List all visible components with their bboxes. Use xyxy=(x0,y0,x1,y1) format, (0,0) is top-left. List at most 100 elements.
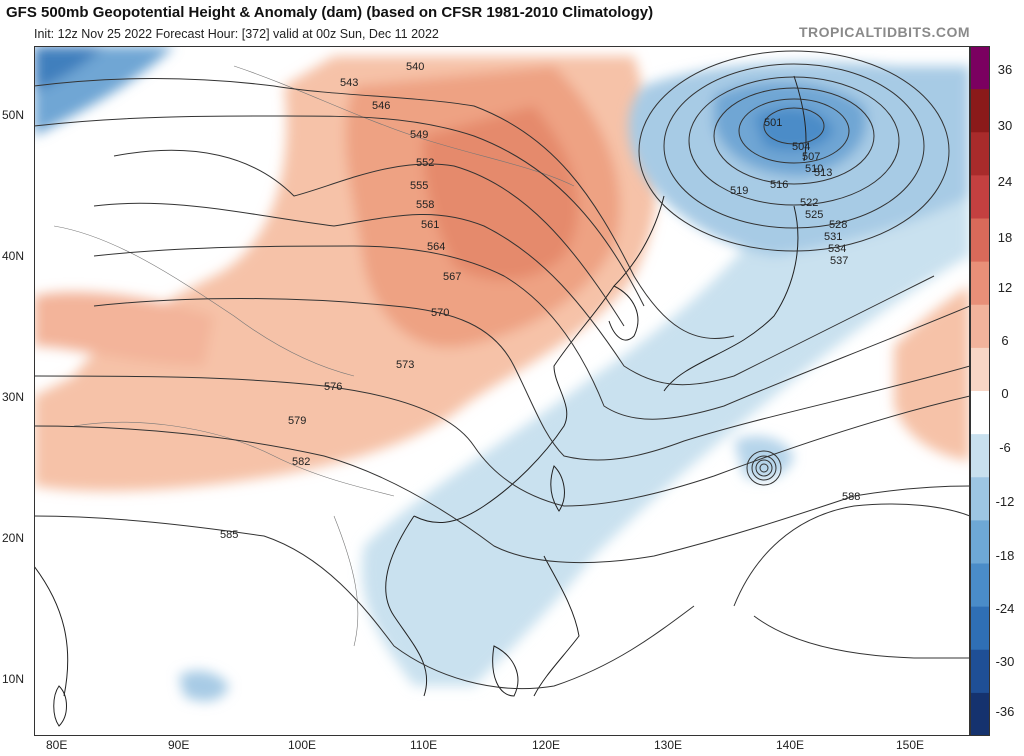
colorbar xyxy=(970,46,990,736)
lat-label-20n: 20N xyxy=(2,531,25,545)
colorbar-label-0: 0 xyxy=(1001,386,1009,401)
lon-label-80e: 80E xyxy=(46,738,68,752)
contour-label-531: 531 xyxy=(824,231,842,243)
coastline-india xyxy=(34,565,69,697)
coastline-borneo xyxy=(492,645,519,697)
coastline-japan xyxy=(663,205,799,392)
contour-label-561: 561 xyxy=(421,219,439,231)
colorbar-swatch xyxy=(970,692,990,736)
colorbar-label-neg30: -30 xyxy=(995,654,1015,669)
contour-label-540: 540 xyxy=(406,61,424,73)
colorbar-swatch xyxy=(970,89,990,133)
lon-label-110e: 110E xyxy=(410,738,438,752)
colorbar-label-30: 30 xyxy=(997,118,1013,133)
contour-label-558: 558 xyxy=(416,199,434,211)
border-1 xyxy=(53,225,355,377)
contour-570 xyxy=(93,298,970,461)
lat-label-30n: 30N xyxy=(2,390,25,404)
lon-label-140e: 140E xyxy=(776,738,805,752)
contour-label-582: 582 xyxy=(292,456,310,468)
low-ring-1 xyxy=(763,107,825,145)
lon-label-150e: 150E xyxy=(896,738,925,752)
contour-label-549: 549 xyxy=(410,129,428,141)
colorbar-swatch xyxy=(970,175,990,220)
contour-label-510: 510 xyxy=(805,163,823,175)
low-ring-2 xyxy=(738,98,850,164)
contour-label-579: 579 xyxy=(288,415,306,427)
colorbar-swatch xyxy=(970,347,990,392)
colorbar-swatch xyxy=(970,391,990,435)
coastlines xyxy=(34,75,807,727)
country-borders xyxy=(53,65,575,647)
colorbar-swatch xyxy=(970,649,990,694)
typhoon-ring-2 xyxy=(755,459,773,477)
contour-label-567: 567 xyxy=(443,271,461,283)
contour-label-564: 564 xyxy=(427,241,445,253)
coastline-taiwan xyxy=(550,465,565,512)
watermark: TROPICALTIDBITS.COM xyxy=(798,24,970,40)
lon-label-120e: 120E xyxy=(532,738,561,752)
contour-label-576: 576 xyxy=(324,381,342,393)
colorbar-label-36: 36 xyxy=(997,62,1013,77)
contour-540 xyxy=(34,78,735,339)
chart-title: GFS 500mb Geopotential Height & Anomaly … xyxy=(6,4,654,21)
low-contours xyxy=(638,50,950,252)
height-contours xyxy=(34,78,970,690)
contour-label-543: 543 xyxy=(340,77,358,89)
colorbar-swatch xyxy=(970,46,990,90)
contour-558 xyxy=(93,202,935,386)
contour-label-501: 501 xyxy=(764,117,782,129)
contour-546 xyxy=(34,115,645,307)
lon-label-100e: 100E xyxy=(288,738,317,752)
chart-subtitle: Init: 12z Nov 25 2022 Forecast Hour: [37… xyxy=(34,27,439,41)
contour-588 xyxy=(733,503,970,607)
contour-552 xyxy=(113,149,625,327)
warm-anomaly-south xyxy=(34,292,214,366)
coastline-sakhalin xyxy=(793,75,807,162)
colorbar-label-neg18: -18 xyxy=(995,548,1015,563)
colorbar-label-neg36: -36 xyxy=(995,704,1015,719)
border-2 xyxy=(233,65,575,187)
contour-label-555: 555 xyxy=(410,180,428,192)
colorbar-frame xyxy=(970,46,990,736)
colorbar-label-neg6: -6 xyxy=(999,440,1011,455)
colorbar-swatch xyxy=(970,520,990,565)
colorbar-label-12: 12 xyxy=(997,280,1013,295)
contour-label-504: 504 xyxy=(792,141,810,153)
contour-label-519: 519 xyxy=(730,185,748,197)
contour-label-507: 507 xyxy=(802,151,820,163)
typhoon-ring-1 xyxy=(759,463,769,473)
typhoon-contours xyxy=(746,450,782,486)
contour-labels: 540 543 546 549 552 555 558 561 564 567 … xyxy=(220,61,860,541)
lon-label-90e: 90E xyxy=(168,738,190,752)
contour-label-585: 585 xyxy=(220,529,238,541)
colorbar-swatch xyxy=(970,132,990,176)
contour-label-546: 546 xyxy=(372,100,390,112)
cold-anomaly-band xyxy=(362,146,970,686)
contour-582 xyxy=(34,425,970,564)
border-3 xyxy=(73,421,395,497)
lat-label-40n: 40N xyxy=(2,249,25,263)
colorbar-label-24: 24 xyxy=(997,174,1013,189)
low-ring-4 xyxy=(688,76,900,206)
contour-label-528: 528 xyxy=(829,219,847,231)
colorbar-swatch xyxy=(970,304,990,349)
contour-label-516: 516 xyxy=(770,179,788,191)
low-ring-6 xyxy=(638,50,950,252)
contour-label-534: 534 xyxy=(828,243,846,255)
colorbar-swatch xyxy=(970,477,990,521)
colorbar-swatch xyxy=(970,606,990,651)
warm-anomaly-center xyxy=(423,106,579,280)
border-4 xyxy=(333,515,359,647)
map-frame xyxy=(34,46,970,736)
colorbar-swatch xyxy=(970,563,990,608)
colorbar-swatch xyxy=(970,434,990,478)
colorbar-swatches xyxy=(970,46,990,736)
typhoon-ring-3 xyxy=(751,455,777,481)
typhoon-ring-4 xyxy=(746,450,782,486)
positive-anomaly-field xyxy=(34,56,970,492)
coastline-china xyxy=(413,195,665,524)
coastline-philippines xyxy=(533,555,580,697)
map-panel: 540 543 546 549 552 555 558 561 564 567 … xyxy=(34,46,970,736)
lat-label-10n: 10N xyxy=(2,672,25,686)
